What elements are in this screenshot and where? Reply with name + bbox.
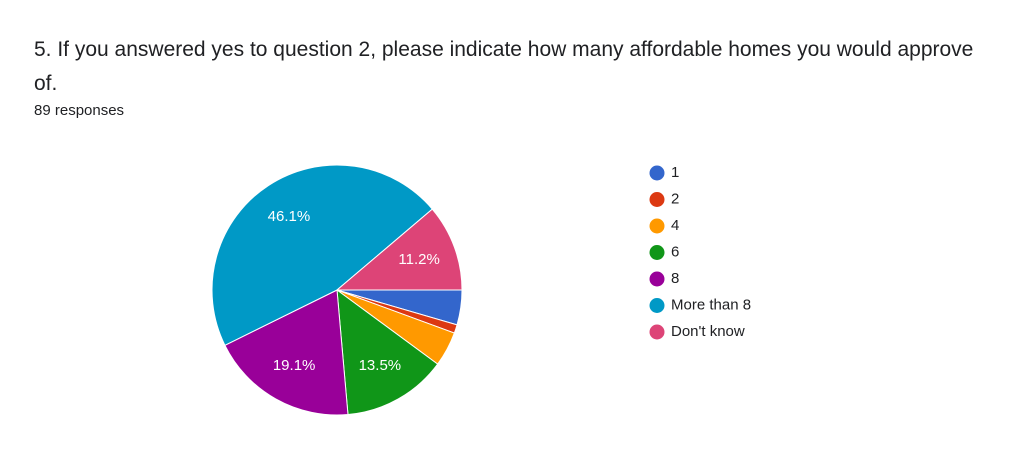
response-count: 89 responses [34,102,125,119]
legend-label: More than 8 [671,296,751,313]
chart-title: 5. If you answered yes to question 2, pl… [34,38,974,95]
slice-label: 11.2% [398,251,439,268]
legend-label: 8 [671,270,679,287]
legend-swatch [649,245,665,260]
legend-swatch [649,192,665,207]
legend-swatch [649,165,665,181]
slice-label: 13.5% [359,357,402,374]
legend-swatch [649,271,665,287]
slice-label: 46.1% [268,208,311,225]
legend-label: 1 [671,164,679,181]
legend-swatch [649,218,665,234]
pie-slice [224,289,349,416]
pie-slice [336,288,439,416]
slice-label: 19.1% [273,357,316,374]
pie-slice [335,208,463,291]
legend-label: Don't know [671,323,745,340]
pie-slice [211,164,434,347]
legend-swatch [649,298,665,313]
legend-swatch [649,324,665,340]
legend-label: 4 [671,217,679,234]
legend-label: 6 [671,243,679,260]
legend-label: 2 [671,190,679,207]
